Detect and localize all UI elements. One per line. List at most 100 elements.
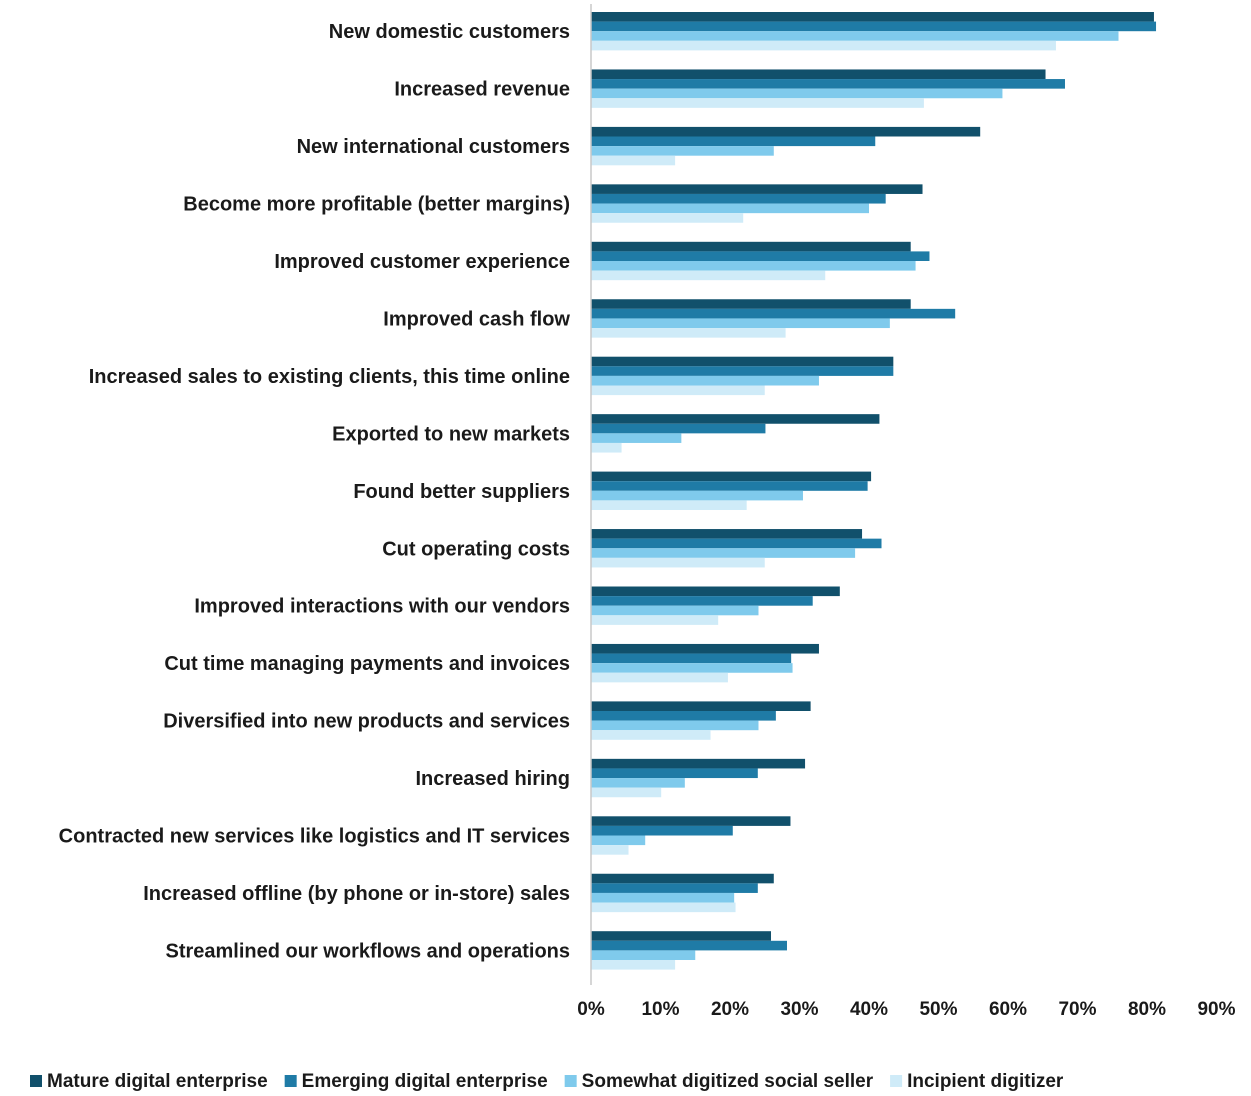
bar [591,328,786,338]
bar [591,711,776,721]
bar [591,960,676,970]
bar [591,12,1154,22]
category-label: Improved interactions with our vendors [194,596,570,618]
bar [591,596,813,606]
bar [591,385,765,396]
bar [591,69,1046,80]
bar [591,586,840,597]
bar [591,672,728,683]
x-tick-label: 80% [1128,999,1166,1020]
x-tick-label: 60% [989,999,1027,1020]
legend-label: Mature digital enterprise [47,1071,268,1092]
bar [591,902,736,913]
bar [591,720,759,731]
bar [591,940,787,951]
legend-swatch [284,1075,297,1087]
category-label: Exported to new markets [332,423,570,445]
x-tick-label: 20% [711,999,749,1020]
category-label: Increased revenue [394,79,570,101]
bar [591,79,1065,89]
bar [591,500,747,510]
bar [591,892,735,903]
category-label: New international customers [297,136,570,158]
category-label: Streamlined our workflows and operations [165,940,570,962]
bar [591,605,759,616]
category-label: Cut operating costs [382,538,570,560]
category-label: Improved customer experience [274,251,570,273]
x-tick-label: 40% [850,999,888,1020]
category-label: New domestic customers [329,21,570,43]
bar [591,318,890,329]
bar [591,98,924,108]
bar [591,835,646,846]
category-labels: New domestic customers Increased revenue N… [59,21,571,962]
bar [591,126,981,137]
bar [591,251,930,261]
bar [591,845,629,855]
bar [591,931,772,941]
bar [591,701,811,711]
bar [591,146,774,156]
bar [591,261,916,271]
legend-label: Incipient digitizer [907,1071,1064,1092]
bar [591,21,1157,32]
legend-swatch [564,1075,577,1087]
bar [591,442,622,453]
bar [591,88,1003,99]
legend-swatch [890,1075,903,1087]
bar [591,548,856,558]
x-tick-label: 50% [919,999,957,1020]
category-label: Increased hiring [416,768,571,790]
bar [591,433,682,443]
x-tick-label: 10% [641,999,679,1020]
bar [591,643,819,654]
legend: Mature digital enterprise Emerging digita… [30,1071,1064,1092]
bar [591,213,744,223]
bar [591,816,791,826]
x-tick-label: 70% [1058,999,1096,1020]
legend-label: Emerging digital enterprise [302,1071,548,1092]
bar [591,31,1119,41]
bar [591,356,894,367]
bar [591,423,766,434]
bar [591,758,806,769]
bar [591,653,792,664]
bar [591,950,696,960]
bar [591,375,819,386]
bar [591,471,872,482]
bar [591,270,826,281]
category-label: Contracted new services like logistics a… [59,826,570,848]
x-tick-label: 90% [1197,999,1235,1020]
bar [591,136,876,147]
bar [591,490,803,501]
bar [591,193,886,204]
bar [591,308,956,319]
bar [591,883,758,893]
x-tick-label: 30% [780,999,818,1020]
category-label: Found better suppliers [353,481,570,503]
category-label: Improved cash flow [383,308,570,330]
bar [591,557,765,568]
bar [591,615,719,625]
category-label: Increased offline (by phone or in-store)… [143,883,570,905]
bar [591,414,880,424]
bar [591,778,685,788]
x-axis-ticks: 0% 10% 20% 30% 40% 50% 60% 70% 80% 90% [577,999,1235,1020]
category-label: Increased sales to existing clients, thi… [89,366,570,388]
bar [591,873,774,884]
bar [591,184,923,194]
bar [591,241,911,252]
bar [591,529,863,539]
bar [591,787,662,798]
bar [591,538,882,549]
category-label: Cut time managing payments and invoices [164,653,570,675]
bar [591,155,676,166]
bar [591,825,733,836]
category-label: Become more profitable (better margins) [183,194,570,216]
bar [591,481,868,491]
legend-label: Somewhat digitized social seller [582,1071,874,1092]
category-label: Diversified into new products and servic… [163,711,570,733]
bars-layer [591,12,1157,970]
